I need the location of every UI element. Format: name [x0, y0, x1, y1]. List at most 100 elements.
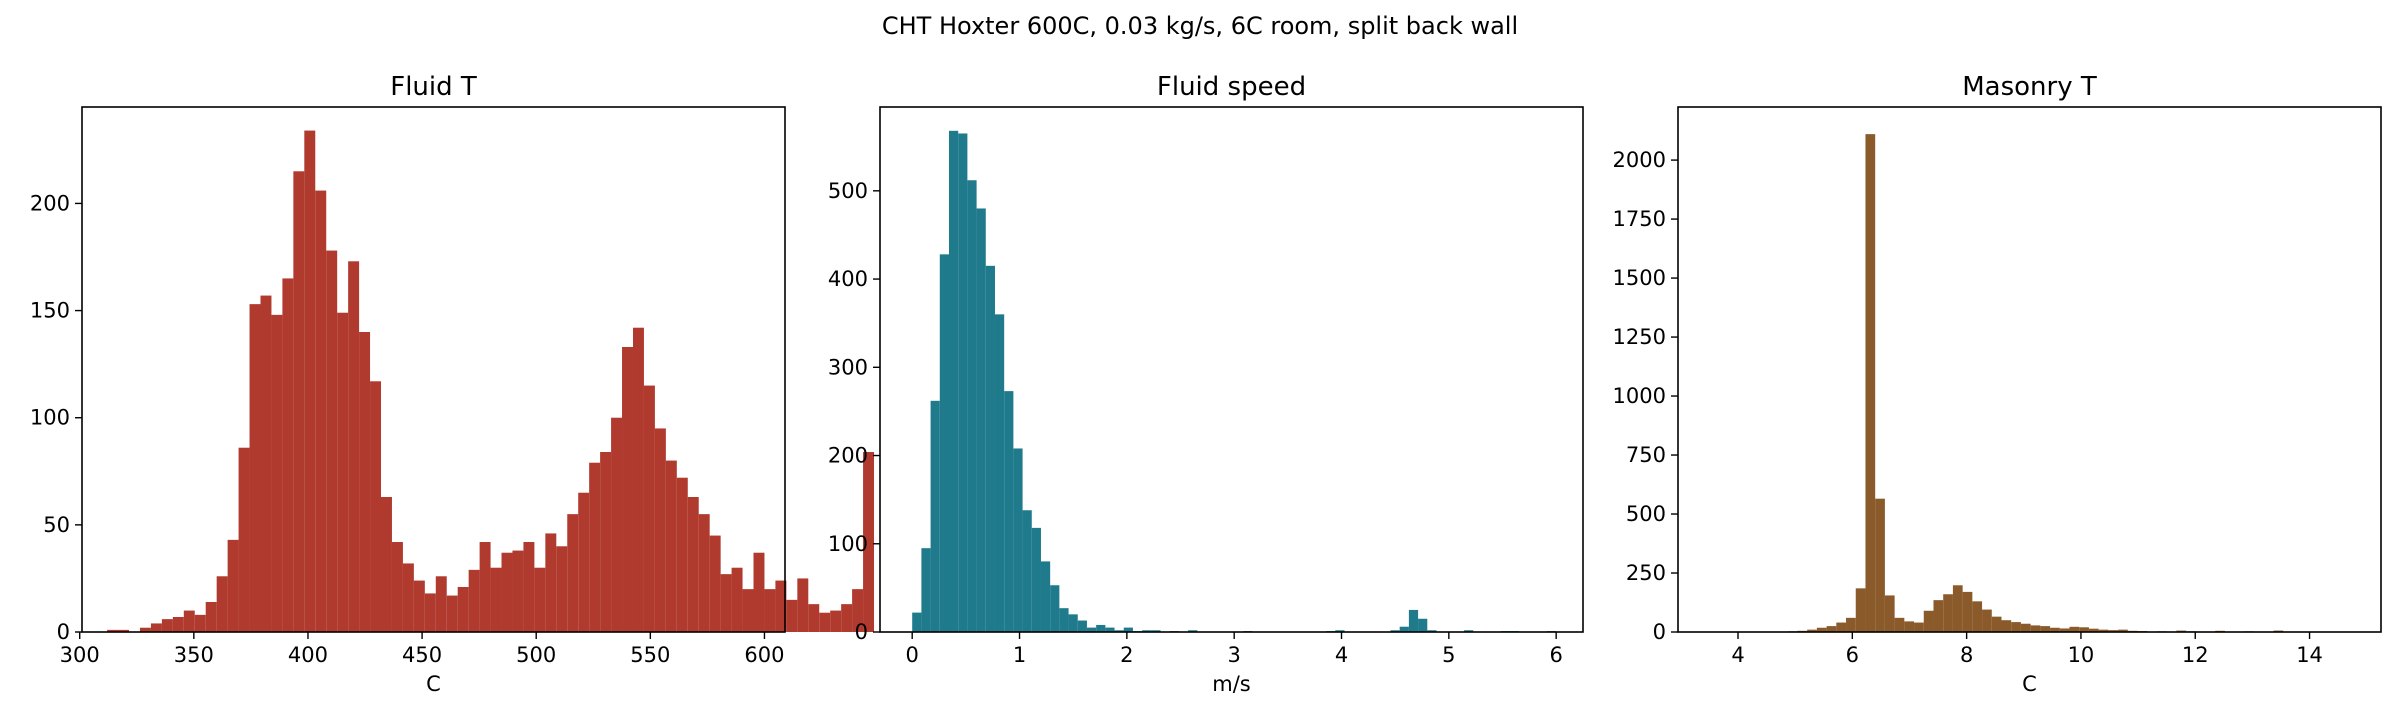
y-tick-label: 500 [1626, 502, 1666, 526]
histogram-bar [830, 610, 842, 632]
histogram-bar [534, 567, 546, 632]
histogram-bar [337, 312, 349, 632]
histogram-bar [348, 261, 360, 632]
plot-frame [81, 106, 786, 633]
histogram-bar [1962, 591, 1973, 632]
y-tick-label: 1750 [1613, 207, 1666, 231]
plot-frame [1677, 106, 2382, 633]
histogram-bar [775, 580, 787, 632]
histogram-bar [1982, 609, 1992, 632]
x-tick-label: 8 [1960, 643, 1973, 667]
histogram-bar [2098, 629, 2109, 632]
histogram-bar [1096, 624, 1106, 632]
x-tick-label: 12 [2182, 643, 2209, 667]
histogram-bar [1408, 609, 1419, 632]
x-tick-label: 10 [2068, 643, 2095, 667]
histogram-bar [632, 327, 644, 632]
histogram-bar [1068, 614, 1078, 632]
histogram-bar [709, 535, 721, 632]
chart-title: Masonry T [1962, 72, 2097, 102]
histogram-bar [1952, 585, 1963, 632]
histogram-bar [841, 604, 853, 632]
x-tick-label: 300 [60, 643, 100, 667]
histogram-bar [1059, 608, 1069, 632]
x-tick-label: 500 [516, 643, 556, 667]
histogram-bar [1123, 627, 1133, 632]
histogram-bar [391, 542, 403, 632]
histogram-bar [2079, 627, 2089, 632]
histogram-bar [249, 304, 261, 632]
histogram-bar [1013, 448, 1023, 632]
histogram-bar [698, 514, 710, 632]
histogram-bar [1884, 595, 1895, 632]
histogram-bar [643, 385, 655, 632]
histogram-bar [2040, 626, 2051, 632]
histogram-bar [589, 462, 601, 632]
histogram-bar [622, 347, 633, 632]
histogram-bar [852, 589, 864, 632]
histogram-bar [1972, 601, 1983, 632]
histogram-bar [183, 610, 195, 632]
histogram-bar [523, 542, 535, 632]
histogram-bar [2001, 620, 2012, 632]
histogram-bar [797, 578, 809, 632]
x-tick-label: 3 [1227, 643, 1240, 667]
y-tick-label: 2000 [1613, 148, 1666, 172]
histogram-bar [446, 595, 458, 632]
histogram-bar [424, 593, 436, 632]
histogram-bar [216, 576, 228, 632]
histogram-bar [227, 539, 239, 632]
x-tick-label: 6 [1549, 643, 1562, 667]
y-tick-label: 100 [828, 532, 868, 556]
y-tick-label: 400 [828, 267, 868, 291]
histogram-bar [863, 452, 875, 632]
y-tick-label: 250 [1626, 561, 1666, 585]
x-tick-label: 600 [744, 643, 784, 667]
x-tick-label: 6 [1846, 643, 1859, 667]
histogram-bar [370, 381, 382, 632]
histogram-bars [1787, 134, 2323, 632]
histogram-bar [293, 171, 305, 633]
histogram-bar [967, 180, 977, 633]
histogram-bar [2118, 629, 2128, 632]
histogram-bar [512, 550, 524, 632]
histogram-bar [1151, 630, 1161, 632]
histogram-bar [1390, 630, 1400, 632]
x-tick-label: 5 [1442, 643, 1455, 667]
histogram-bar [1816, 627, 1827, 632]
chart-panel-2: 0 1 2 3 4 5 6 0 100 200 300 400 500 Fluid speed m/s [828, 72, 1584, 696]
histogram-bar [976, 208, 986, 632]
y-tick-label: 750 [1626, 443, 1666, 467]
histogram-bar [742, 589, 754, 632]
histogram-bar [271, 314, 283, 632]
x-tick-label: 1 [1013, 643, 1026, 667]
histogram-bar [545, 533, 557, 632]
histogram-bar [676, 477, 688, 632]
chart-title: Fluid speed [1157, 72, 1306, 102]
histogram-bar [1335, 630, 1345, 632]
histogram-bar [1004, 391, 1014, 632]
x-tick-label: 450 [402, 643, 442, 667]
histogram-bar [1933, 600, 1944, 632]
histogram-bar [1086, 627, 1097, 632]
y-tick-label: 200 [828, 444, 868, 468]
histogram-bar [359, 332, 371, 632]
x-tick-label: 550 [630, 643, 670, 667]
histogram-bars [912, 130, 1557, 633]
figure-title: CHT Hoxter 600C, 0.03 kg/s, 6C room, spl… [882, 12, 1518, 40]
histogram-bar [1418, 618, 1428, 632]
y-tick-label: 1500 [1613, 266, 1666, 290]
x-axis-label: C [426, 672, 441, 696]
x-tick-label: 4 [1731, 643, 1744, 667]
x-tick-label: 14 [2296, 643, 2323, 667]
histogram-bar [139, 627, 151, 632]
x-tick-label: 400 [288, 643, 328, 667]
histogram-bar [1050, 585, 1060, 632]
x-axis-label: C [2022, 672, 2037, 696]
histogram-bar [107, 629, 119, 632]
histogram-bar [501, 552, 513, 632]
histogram-bar [1807, 629, 1817, 632]
histogram-bar [930, 400, 940, 632]
histogram-bar [654, 428, 666, 632]
